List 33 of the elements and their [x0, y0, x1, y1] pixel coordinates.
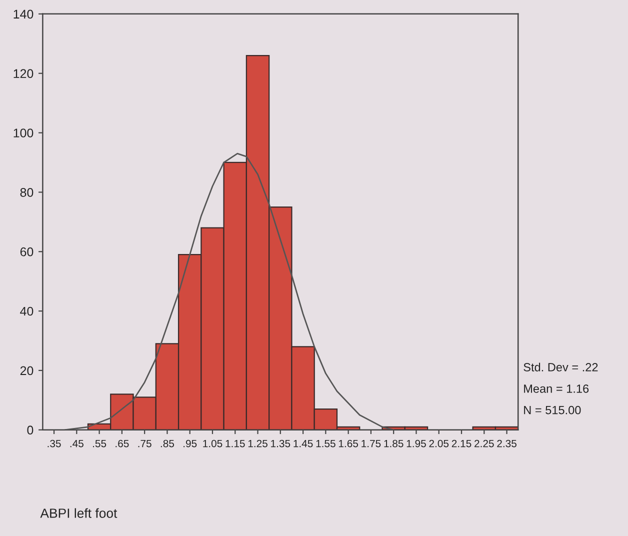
text: Mean = 1.16 [524, 384, 589, 393]
x-tick-label: .95 [184, 440, 197, 448]
x-axis-title: ABPI left foot [40, 508, 118, 518]
x-tick-label: 1.45 [294, 440, 313, 448]
text: Std. Dev = .22 [524, 362, 598, 372]
x-tick-label: 1.65 [338, 440, 358, 448]
y-tick-label: 100 [14, 128, 34, 138]
y-tick-label: 60 [20, 247, 34, 256]
x-tick-label: .55 [93, 440, 106, 448]
x-tick-label: 1.75 [362, 440, 381, 448]
x-tick-label: 1.35 [271, 440, 290, 448]
x-tick-label: .45 [70, 440, 84, 448]
x-tick-label: 2.15 [452, 440, 472, 448]
y-tick-label: 120 [14, 69, 34, 78]
x-tick-label: 2.25 [474, 440, 494, 448]
x-tick-label: 1.25 [248, 440, 268, 448]
y-tick-label: 0 [27, 426, 34, 435]
x-tick-label: .75 [138, 440, 152, 448]
y-tick-label: 40 [20, 306, 34, 316]
y-tick-label: 140 [14, 10, 34, 19]
x-tick-label: 1.95 [406, 440, 426, 448]
y-tick-label: 20 [20, 366, 34, 376]
x-tick-label: 2.35 [497, 440, 516, 448]
x-tick-label: 2.05 [429, 440, 449, 448]
x-tick-label: .35 [48, 440, 61, 448]
x-tick-label: 1.05 [203, 440, 222, 448]
x-tick-label: .85 [160, 440, 174, 448]
x-tick-label: 1.15 [226, 440, 245, 448]
x-tick-label: 1.55 [316, 440, 336, 448]
text: N = 515.00 [524, 406, 581, 414]
x-tick-label: .65 [116, 440, 129, 448]
x-tick-label: 1.85 [384, 440, 404, 448]
y-tick-label: 80 [20, 188, 34, 197]
